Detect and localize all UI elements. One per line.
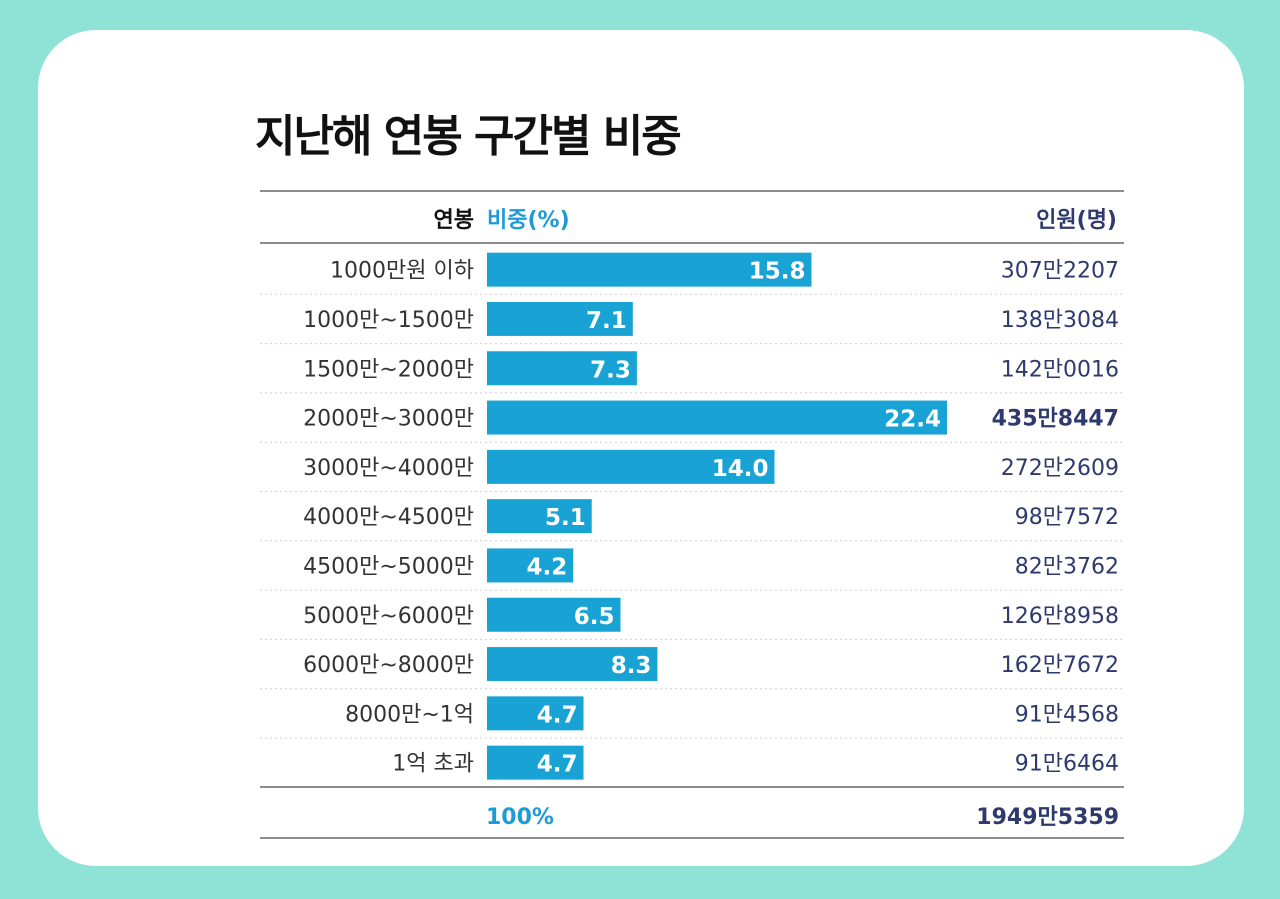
bar-value-label: 7.3 [590, 357, 631, 383]
category-label: 5000만~6000만 [303, 604, 474, 629]
category-label: 1000만~1500만 [303, 308, 474, 333]
category-label: 1억 초과 [392, 752, 474, 777]
category-label: 1000만원 이하 [330, 259, 474, 284]
bar-value-label: 8.3 [611, 653, 652, 679]
bar-value-label: 4.2 [527, 554, 568, 580]
bar [487, 696, 584, 731]
category-label: 3000만~4000만 [303, 456, 474, 481]
bar [487, 301, 633, 336]
bar-value-label: 22.4 [884, 407, 941, 433]
category-label: 4000만~4500만 [303, 505, 474, 530]
total-share: 100% [486, 805, 554, 830]
chart-title: 지난해 연봉 구간별 비중 [255, 111, 682, 162]
people-count: 98만7572 [1015, 505, 1119, 530]
bar-value-label: 6.5 [574, 604, 615, 630]
bar [487, 745, 584, 780]
bar-value-label: 5.1 [545, 505, 586, 531]
people-count: 142만0016 [1001, 357, 1119, 382]
people-count: 162만7672 [1001, 653, 1119, 678]
category-label: 2000만~3000만 [303, 407, 474, 432]
bar [487, 499, 592, 534]
bar [487, 351, 637, 386]
bar-value-label: 4.7 [537, 702, 578, 728]
bar [487, 647, 658, 682]
bar [487, 252, 812, 287]
bar-value-label: 14.0 [712, 456, 769, 482]
people-count: 82만3762 [1015, 554, 1119, 579]
people-count: 307만2207 [1001, 259, 1119, 284]
people-count: 91만6464 [1015, 752, 1119, 777]
bar [487, 548, 574, 583]
people-count: 272만2609 [1001, 456, 1119, 481]
category-label: 8000만~1억 [345, 702, 474, 727]
bar [487, 597, 621, 632]
category-label: 1500만~2000만 [303, 357, 474, 382]
category-label: 6000만~8000만 [303, 653, 474, 678]
people-count: 435만8447 [992, 407, 1119, 432]
bar-value-label: 4.7 [537, 752, 578, 778]
bar-value-label: 15.8 [749, 259, 806, 285]
total-people: 1949만5359 [976, 805, 1119, 830]
people-count: 138만3084 [1001, 308, 1119, 333]
bar [487, 449, 775, 484]
header-salary: 연봉 [434, 208, 474, 233]
bar [487, 400, 947, 435]
category-label: 4500만~5000만 [303, 554, 474, 579]
header-people: 인원(명) [1036, 208, 1117, 233]
people-count: 91만4568 [1015, 702, 1119, 727]
chart-card [38, 30, 1244, 866]
bar-value-label: 7.1 [586, 308, 627, 334]
people-count: 126만8958 [1001, 604, 1119, 629]
header-share: 비중(%) [487, 208, 570, 233]
